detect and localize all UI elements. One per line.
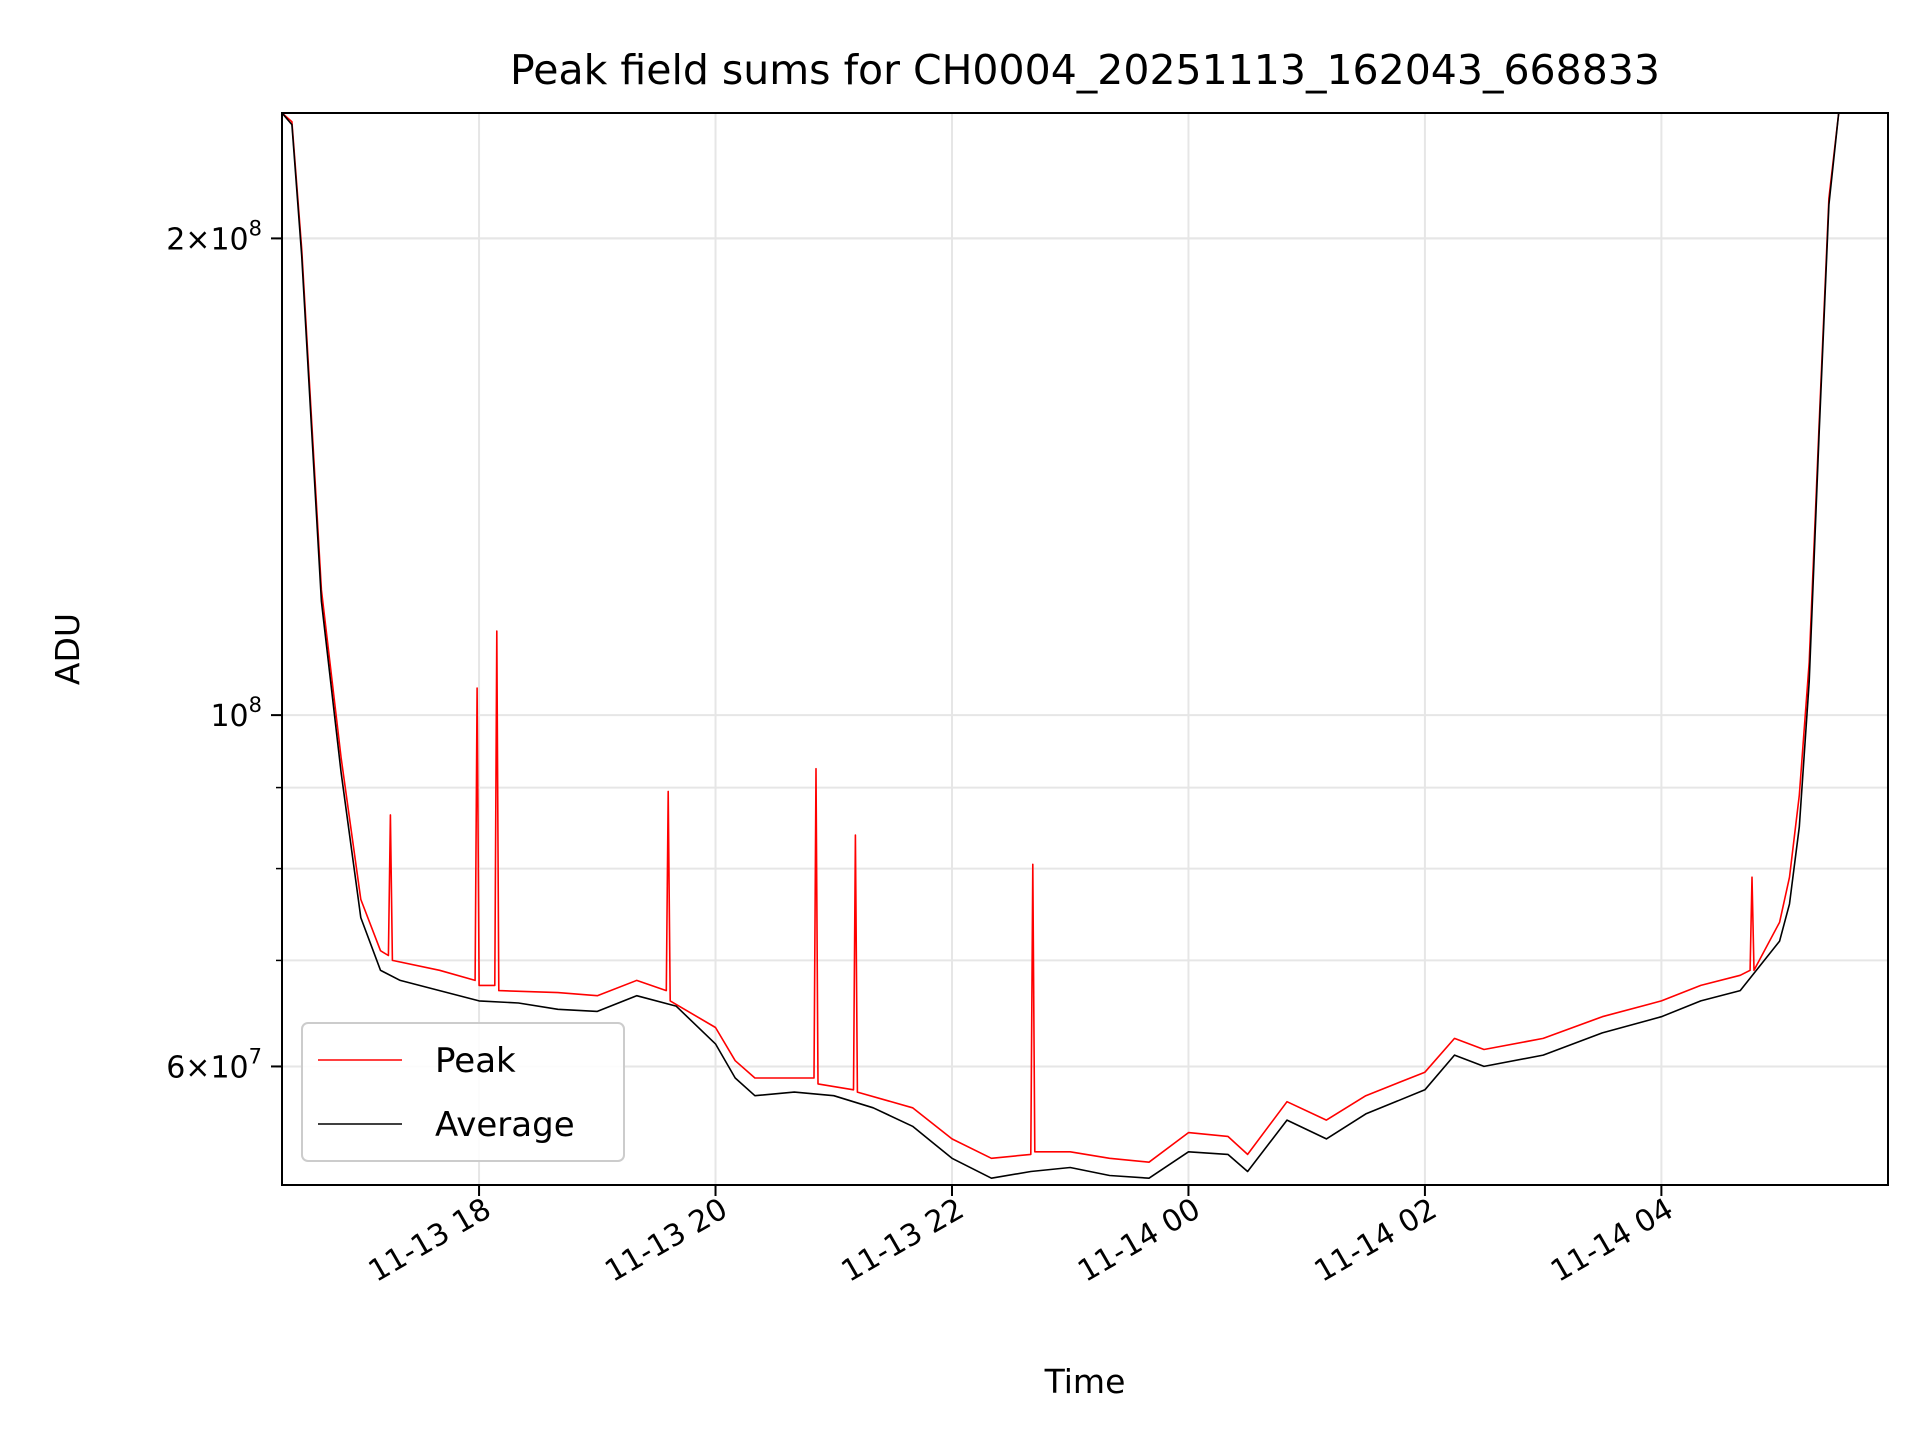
- y-axis: 6×107 108 2×108: [166, 216, 282, 1085]
- legend-label-peak: Peak: [435, 1041, 516, 1081]
- series-layer: [282, 113, 1888, 1179]
- legend: Peak Average: [301, 1022, 625, 1162]
- y-axis-label: ADU: [48, 613, 87, 685]
- y-tick-label: 2×108: [166, 216, 262, 257]
- series-line-peak: [282, 113, 1888, 1163]
- legend-box: [301, 1022, 625, 1162]
- chart-title: Peak field sums for CH0004_20251113_1620…: [510, 46, 1660, 94]
- y-tick-label: 108: [210, 693, 262, 734]
- y-tick-label: 6×107: [166, 1044, 262, 1085]
- plot-frame: [281, 112, 1889, 1186]
- series-line-average: [282, 113, 1888, 1179]
- legend-label-average: Average: [435, 1105, 575, 1145]
- grid: [282, 113, 1888, 1185]
- x-axis-label: Time: [1044, 1362, 1126, 1401]
